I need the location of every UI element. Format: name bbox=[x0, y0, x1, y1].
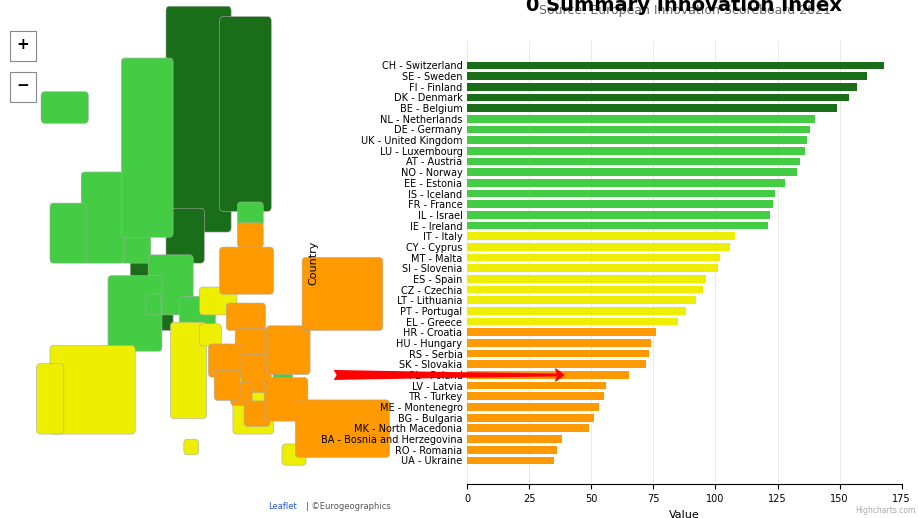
FancyBboxPatch shape bbox=[108, 276, 162, 351]
Text: Highcharts.com: Highcharts.com bbox=[854, 507, 914, 515]
FancyBboxPatch shape bbox=[165, 208, 204, 263]
Bar bbox=[467, 200, 772, 208]
Bar bbox=[467, 136, 807, 144]
Bar bbox=[467, 233, 734, 240]
Bar bbox=[467, 243, 730, 251]
FancyBboxPatch shape bbox=[10, 31, 36, 61]
FancyBboxPatch shape bbox=[50, 203, 86, 263]
FancyBboxPatch shape bbox=[121, 58, 173, 237]
Bar bbox=[467, 456, 553, 464]
FancyBboxPatch shape bbox=[236, 249, 265, 279]
Text: | ©Eurogeographics: | ©Eurogeographics bbox=[305, 501, 390, 511]
FancyBboxPatch shape bbox=[244, 401, 269, 426]
Bar bbox=[467, 222, 766, 229]
Bar bbox=[467, 286, 702, 293]
Bar bbox=[467, 382, 606, 390]
Bar bbox=[467, 190, 774, 197]
Bar bbox=[467, 414, 594, 422]
FancyBboxPatch shape bbox=[226, 303, 266, 330]
FancyBboxPatch shape bbox=[301, 257, 382, 330]
FancyBboxPatch shape bbox=[273, 357, 292, 387]
Bar bbox=[467, 339, 651, 347]
Bar bbox=[467, 350, 648, 357]
Bar bbox=[467, 435, 561, 443]
FancyBboxPatch shape bbox=[130, 260, 157, 294]
Text: Leaflet: Leaflet bbox=[267, 501, 296, 511]
FancyBboxPatch shape bbox=[146, 294, 161, 315]
Bar bbox=[467, 296, 695, 304]
Bar bbox=[467, 147, 804, 155]
Title: 0 Summary Innovation Index: 0 Summary Innovation Index bbox=[526, 0, 842, 15]
FancyBboxPatch shape bbox=[220, 17, 271, 211]
FancyBboxPatch shape bbox=[10, 72, 36, 102]
Bar bbox=[467, 264, 717, 272]
Bar bbox=[467, 393, 603, 400]
Text: +: + bbox=[17, 37, 29, 51]
FancyBboxPatch shape bbox=[184, 439, 199, 455]
Bar bbox=[467, 211, 769, 219]
Bar bbox=[467, 94, 848, 102]
FancyBboxPatch shape bbox=[121, 224, 151, 263]
FancyBboxPatch shape bbox=[37, 364, 63, 434]
Bar bbox=[467, 328, 655, 336]
FancyBboxPatch shape bbox=[220, 247, 273, 294]
FancyBboxPatch shape bbox=[208, 344, 243, 377]
Bar bbox=[467, 157, 799, 165]
Text: −: − bbox=[17, 78, 29, 93]
Bar bbox=[467, 403, 598, 411]
FancyBboxPatch shape bbox=[143, 301, 173, 330]
Y-axis label: Country: Country bbox=[308, 241, 318, 285]
FancyBboxPatch shape bbox=[199, 287, 237, 315]
FancyBboxPatch shape bbox=[237, 223, 263, 248]
Bar bbox=[467, 62, 883, 69]
FancyBboxPatch shape bbox=[267, 326, 310, 375]
Bar bbox=[467, 361, 645, 368]
Bar bbox=[467, 72, 866, 80]
FancyBboxPatch shape bbox=[264, 378, 308, 421]
FancyBboxPatch shape bbox=[179, 296, 215, 325]
Bar bbox=[467, 83, 856, 91]
Bar bbox=[467, 104, 836, 112]
FancyBboxPatch shape bbox=[148, 255, 193, 315]
Bar bbox=[467, 307, 685, 315]
FancyBboxPatch shape bbox=[295, 400, 389, 457]
X-axis label: Value: Value bbox=[668, 510, 699, 518]
FancyBboxPatch shape bbox=[233, 377, 273, 434]
Bar bbox=[467, 126, 809, 133]
FancyBboxPatch shape bbox=[170, 322, 207, 419]
FancyBboxPatch shape bbox=[41, 92, 88, 123]
Bar bbox=[467, 115, 814, 123]
FancyBboxPatch shape bbox=[282, 444, 306, 465]
Bar bbox=[467, 275, 705, 283]
FancyBboxPatch shape bbox=[214, 370, 240, 400]
FancyBboxPatch shape bbox=[231, 383, 252, 406]
FancyBboxPatch shape bbox=[199, 324, 221, 346]
FancyBboxPatch shape bbox=[237, 202, 263, 227]
Bar bbox=[467, 254, 720, 262]
Text: Source: European Innovation Scoreboard 2021: Source: European Innovation Scoreboard 2… bbox=[538, 4, 830, 17]
FancyBboxPatch shape bbox=[165, 6, 231, 232]
FancyBboxPatch shape bbox=[81, 172, 124, 263]
FancyBboxPatch shape bbox=[241, 354, 271, 393]
FancyBboxPatch shape bbox=[50, 346, 135, 434]
Bar bbox=[467, 168, 797, 176]
Bar bbox=[467, 424, 588, 432]
FancyBboxPatch shape bbox=[235, 328, 278, 362]
Bar bbox=[467, 371, 628, 379]
Bar bbox=[467, 318, 677, 325]
Bar bbox=[467, 179, 784, 186]
Bar bbox=[467, 446, 556, 454]
